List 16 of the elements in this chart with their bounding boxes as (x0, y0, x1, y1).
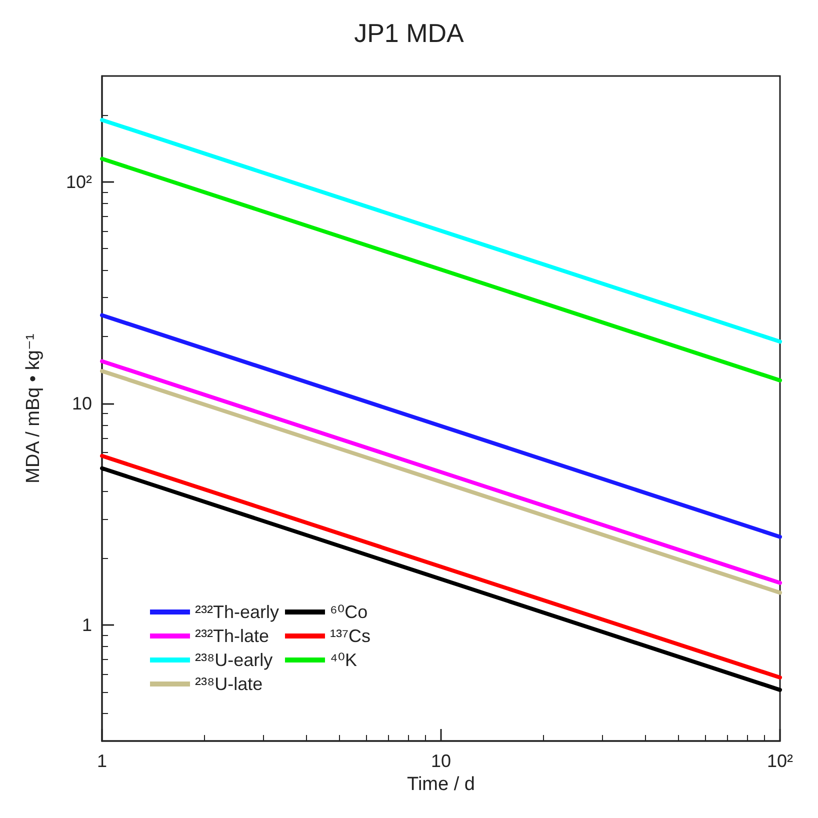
y-tick-label: 10 (72, 393, 92, 414)
x-axis-title: Time / d (407, 774, 475, 795)
y-tick-label: 1 (82, 615, 92, 636)
legend-label: ⁶⁰Co (330, 602, 368, 622)
legend-label: ⁴⁰K (330, 650, 357, 670)
legend-label: ²³⁸U-late (195, 674, 263, 694)
x-tick-label: 10 (430, 751, 452, 771)
legend-label: ²³⁸U-early (195, 650, 273, 670)
chart-title: JP1 MDA (354, 18, 465, 48)
legend-label: ²³²Th-late (195, 626, 270, 646)
legend-label: ¹³⁷Cs (330, 626, 370, 646)
y-axis-title: MDA / mBq • kg⁻¹ (23, 334, 44, 484)
x-tick-label: 1 (96, 751, 108, 771)
x-tick-label: 10² (766, 751, 794, 771)
y-tick-label: 10² (66, 172, 92, 192)
legend-label: ²³²Th-early (195, 602, 279, 622)
